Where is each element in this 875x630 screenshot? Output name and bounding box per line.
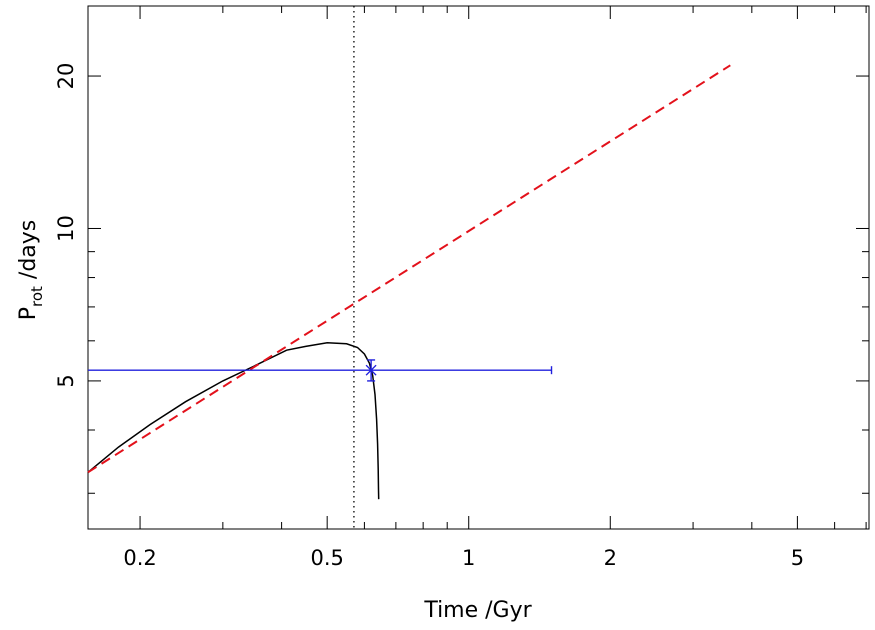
y-tick-label: 20	[54, 63, 78, 90]
data-point-layer	[88, 359, 553, 382]
y-axis-title-subscript: rot	[28, 286, 46, 307]
x-tick-label: 1	[462, 546, 475, 570]
solid-series-line	[87, 341, 380, 500]
data-point-marker-b	[365, 364, 377, 376]
x-tick-label: 0.5	[310, 546, 343, 570]
x-tick-label: 5	[791, 546, 804, 570]
x-tick-label: 2	[604, 546, 617, 570]
x-tick-label: 0.2	[123, 546, 156, 570]
series-layer	[87, 64, 731, 500]
x-axis-title: Time /Gyr	[423, 598, 532, 623]
svg-text:Prot /days: Prot /days	[16, 220, 46, 321]
y-tick-label: 5	[54, 374, 78, 387]
ticks	[88, 6, 869, 529]
dashed-series-line	[87, 64, 731, 474]
y-tick-label: 10	[54, 215, 78, 242]
y-axis-title-main: P	[16, 307, 41, 320]
plot-frame	[87, 5, 870, 530]
y-axis-title-unit: /days	[16, 220, 41, 286]
y-axis-title: Prot /days	[16, 220, 46, 321]
tick-labels: 0.2 0.5 1 2 5 5 10 20	[54, 63, 804, 570]
